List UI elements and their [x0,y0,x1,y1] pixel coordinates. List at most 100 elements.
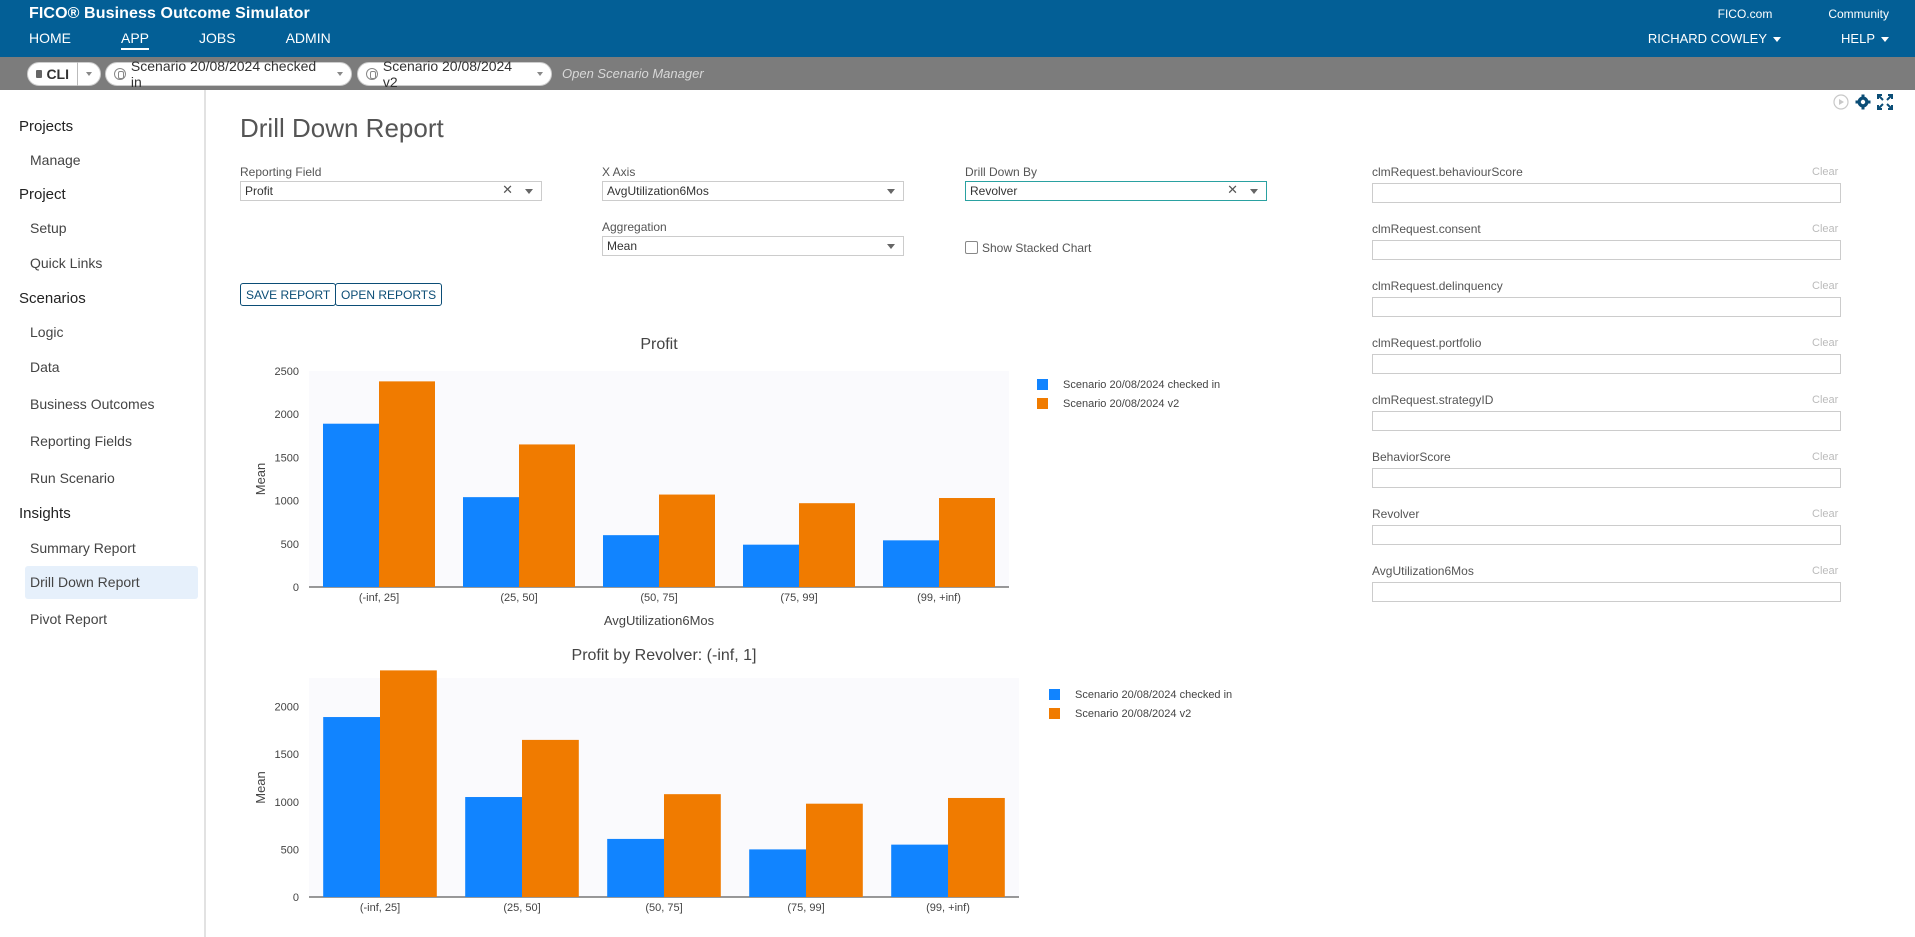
stacked-chart-checkbox[interactable] [965,241,978,254]
bar-2-2[interactable] [519,444,575,587]
filter-input-avgutilization6mos[interactable] [1372,582,1841,602]
open-reports-button[interactable]: OPEN REPORTS [335,283,443,306]
x-tick-label: (50, 75] [640,592,677,604]
filter-input-clmrequest-delinquency[interactable] [1372,297,1841,317]
filter-clear-clmrequest-delinquency[interactable]: Clear [1812,280,1839,292]
bar-1-3[interactable] [607,838,664,897]
filter-label-clmrequest-strategyid: clmRequest.strategyID [1372,393,1494,407]
x-axis-select[interactable]: AvgUtilization6Mos [602,181,904,201]
bar-2-1[interactable] [380,670,437,897]
sidebar-item-reporting-fields[interactable]: Reporting Fields [30,433,132,449]
bar-2-5[interactable] [939,498,995,587]
filter-clear-clmrequest-portfolio[interactable]: Clear [1812,337,1839,349]
bar-2-5[interactable] [948,797,1005,897]
bar-2-4[interactable] [806,803,863,897]
y-tick-label: 0 [293,582,299,594]
nav-home[interactable]: HOME [29,30,71,46]
sidebar-item-business-outcomes[interactable]: Business Outcomes [30,396,155,412]
filter-clear-clmrequest-behaviourscore[interactable]: Clear [1812,166,1839,178]
sidebar-item-quick-links[interactable]: Quick Links [30,255,103,271]
user-menu-area: RICHARD COWLEY HELP [1588,31,1889,46]
sidebar-item-manage[interactable]: Manage [30,152,81,168]
filter-label-behaviorscore: BehaviorScore [1372,450,1451,464]
gear-icon[interactable] [1855,94,1871,115]
open-scenario-manager-link[interactable]: Open Scenario Manager [562,66,704,81]
cli-label: CLI [46,66,69,82]
page-title: Drill Down Report [240,113,444,143]
filter-clear-revolver[interactable]: Clear [1812,508,1839,520]
aggregation-value: Mean [607,239,638,253]
sidebar-item-summary-report[interactable]: Summary Report [30,540,136,556]
user-name: RICHARD COWLEY [1647,31,1768,46]
help-menu[interactable]: HELP [1811,31,1889,46]
drill-down-label: Drill Down By [965,165,1038,179]
sidebar-item-pivot-report[interactable]: Pivot Report [30,611,108,627]
bar-2-2[interactable] [522,739,579,897]
bar-2-3[interactable] [659,494,715,587]
app-title: FICO® Business Outcome Simulator [29,5,310,22]
chevron-down-icon [1881,37,1889,43]
filter-input-revolver[interactable] [1372,525,1841,545]
bar-1-5[interactable] [883,540,939,587]
chart-title: Profit by Revolver: (-inf, 1] [572,647,757,664]
sidebar-heading-insights: Insights [19,505,71,522]
bar-2-3[interactable] [664,794,721,897]
bar-2-4[interactable] [799,503,855,587]
bar-1-1[interactable] [323,717,380,897]
sidebar-item-setup[interactable]: Setup [30,220,67,236]
drill-down-select[interactable]: Revolver ✕ [965,181,1267,201]
y-tick-label: 1500 [275,452,299,464]
legend-label[interactable]: Scenario 20/08/2024 v2 [1075,708,1191,720]
drill-down-value: Revolver [970,184,1018,198]
chevron-down-icon [537,72,543,76]
filter-clear-avgutilization6mos[interactable]: Clear [1812,565,1839,577]
reporting-field-select[interactable]: Profit ✕ [240,181,542,201]
bar-1-4[interactable] [749,849,806,897]
scenario1-selector[interactable]: Scenario 20/08/2024 checked in [105,58,352,90]
link-fico-com[interactable]: FICO.com [1717,7,1773,21]
cli-selector[interactable]: CLI [27,62,101,86]
toolbar-icons [1827,94,1893,115]
legend-swatch [1049,708,1060,719]
nav-jobs[interactable]: JOBS [199,30,236,46]
reporting-field-label: Reporting Field [240,165,322,179]
bar-1-5[interactable] [891,844,948,897]
bar-1-4[interactable] [743,544,799,587]
filter-input-clmrequest-portfolio[interactable] [1372,354,1841,374]
nav-app[interactable]: APP [121,30,150,50]
help-label: HELP [1841,31,1875,46]
filter-clear-clmrequest-strategyid[interactable]: Clear [1812,394,1839,406]
sidebar-item-run-scenario[interactable]: Run Scenario [30,470,115,486]
clear-icon[interactable]: ✕ [1227,182,1238,197]
bar-1-2[interactable] [465,797,522,897]
sidebar-item-logic[interactable]: Logic [30,324,64,340]
filter-input-clmrequest-consent[interactable] [1372,240,1841,260]
sidebar: Projects Manage Project Setup Quick Link… [0,90,206,937]
filter-input-behaviorscore[interactable] [1372,468,1841,488]
fullscreen-icon[interactable] [1877,94,1893,115]
filter-clear-clmrequest-consent[interactable]: Clear [1812,223,1839,235]
filter-clear-behaviorscore[interactable]: Clear [1812,451,1839,463]
filter-label-clmrequest-behaviourscore: clmRequest.behaviourScore [1372,165,1523,179]
bar-2-1[interactable] [379,381,435,587]
clear-icon[interactable]: ✕ [502,182,513,197]
play-icon[interactable] [1833,94,1849,115]
filter-input-clmrequest-strategyid[interactable] [1372,411,1841,431]
filter-input-clmrequest-behaviourscore[interactable] [1372,183,1841,203]
bar-1-2[interactable] [463,497,519,587]
sidebar-heading-scenarios: Scenarios [19,290,86,307]
legend-label[interactable]: Scenario 20/08/2024 checked in [1063,379,1220,391]
sidebar-item-data[interactable]: Data [30,359,60,375]
nav-admin[interactable]: ADMIN [285,30,331,46]
link-community[interactable]: Community [1828,7,1889,21]
user-menu[interactable]: RICHARD COWLEY [1618,31,1782,46]
aggregation-select[interactable]: Mean [602,236,904,256]
sidebar-item-drill-down-report[interactable]: Drill Down Report [30,574,140,590]
legend-label[interactable]: Scenario 20/08/2024 checked in [1075,689,1232,701]
legend-label[interactable]: Scenario 20/08/2024 v2 [1063,398,1179,410]
bar-1-1[interactable] [323,423,379,587]
scenario2-selector[interactable]: Scenario 20/08/2024 v2 [357,58,552,90]
bar-1-3[interactable] [603,535,659,587]
sidebar-heading-project: Project [19,186,66,203]
save-report-button[interactable]: SAVE REPORT [240,283,337,306]
